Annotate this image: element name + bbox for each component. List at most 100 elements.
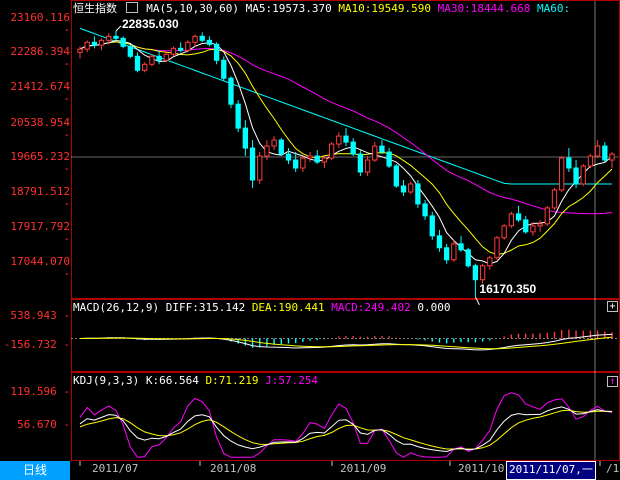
candle-body <box>113 35 119 39</box>
candle-body <box>278 139 284 155</box>
kdj-legend-item: D:71.219 <box>205 374 266 387</box>
macd-dea-line <box>79 336 613 350</box>
candle-body <box>285 153 292 161</box>
kdj-legend-item: KDJ(9,3,3) <box>73 374 146 387</box>
candle-body <box>163 53 169 61</box>
candle-body <box>120 37 126 47</box>
candle-body <box>566 157 572 169</box>
candle-body <box>379 145 385 153</box>
candle-body <box>422 203 428 217</box>
candle-body <box>494 237 500 259</box>
candle-body <box>530 225 536 233</box>
candle-body <box>156 55 162 61</box>
macd-expand-button[interactable]: + <box>607 301 618 312</box>
macd-legend: MACD(26,12,9) DIFF:315.142 DEA:190.441 M… <box>73 301 451 314</box>
macd-legend-item: MACD:249.402 <box>331 301 418 314</box>
candle-body <box>177 47 184 51</box>
candle-body <box>235 103 241 129</box>
candle-body <box>400 185 407 193</box>
candle-body <box>537 223 543 227</box>
candle-body <box>386 151 392 167</box>
candle-body <box>436 235 443 249</box>
candle-body <box>307 155 313 159</box>
y-tick-label: -156.732 - <box>3 338 70 351</box>
candle-body <box>451 243 457 261</box>
y-tick-label: 18791.512 - <box>10 185 70 210</box>
candle-body <box>508 213 515 227</box>
kdj-arrow-button[interactable]: ↑ <box>607 376 618 387</box>
candle-body <box>479 265 486 281</box>
candle-body <box>487 257 493 267</box>
y-tick-label: 19665.232 - <box>10 150 70 175</box>
ma-legend-item: MA30:18444.668 <box>437 2 537 15</box>
candle-body <box>443 247 450 261</box>
candle-body <box>336 135 342 145</box>
y-tick-label: 538.943 - <box>10 309 70 322</box>
candle-body <box>98 39 105 46</box>
candle-body <box>602 145 608 161</box>
candle-body <box>328 143 335 159</box>
kdj-legend-item: J:57.254 <box>265 374 319 387</box>
candle-body <box>264 145 270 157</box>
x-tick-label: 2011/07 <box>92 462 139 475</box>
candle-body <box>408 183 414 193</box>
candle-body <box>127 45 133 57</box>
candle-body <box>415 183 421 205</box>
candle-body <box>213 43 220 61</box>
kdj-d-line <box>79 409 613 450</box>
candle-body <box>199 35 205 41</box>
candle-body <box>523 219 529 233</box>
candle-body <box>429 215 435 237</box>
y-tick-label: 20538.954 - <box>10 116 70 141</box>
candle-body <box>134 55 141 71</box>
high-label: 22835.030 <box>122 17 179 31</box>
x-tick-label: 2011/08 <box>210 462 257 475</box>
candle-body <box>249 147 256 181</box>
candle-body <box>372 145 378 161</box>
candle-body <box>594 145 601 157</box>
candle-body <box>257 155 263 181</box>
y-tick-label: 17044.070 - <box>10 255 70 280</box>
price-legend: 恒生指数 MA(5,10,30,60) MA5:19573.370 MA10:1… <box>73 2 570 15</box>
kdj-legend-item: K:66.564 <box>145 374 206 387</box>
ma30-line <box>79 41 613 215</box>
candle-body <box>228 77 234 105</box>
macd-legend-item: DEA:190.441 <box>251 301 332 314</box>
ma-legend-item: MA5:19573.370 <box>245 2 339 15</box>
candle-body <box>314 155 320 163</box>
ma10-line <box>79 41 613 255</box>
candle-body <box>544 207 550 225</box>
x-tick-label: 2011/09 <box>340 462 387 475</box>
candle-body <box>580 165 586 185</box>
chart-style-icon[interactable] <box>125 2 138 13</box>
candle-body <box>149 55 155 65</box>
daily-period-tab[interactable]: 日线 <box>0 461 70 480</box>
candle-body <box>559 157 565 191</box>
candle-body <box>458 243 464 251</box>
candle-body <box>84 41 90 50</box>
x-tick-label: /11 <box>606 462 620 475</box>
candle-body <box>350 141 356 155</box>
candle-body <box>293 159 299 169</box>
candle-body <box>551 189 558 209</box>
y-tick-label: 22286.394 - <box>10 45 70 70</box>
candle-body <box>357 153 364 173</box>
kdj-k-line <box>79 406 613 453</box>
ma-legend-item: MA60: <box>537 2 571 15</box>
candle-body <box>192 35 198 43</box>
ma-legend-item: MA(5,10,30,60) <box>146 2 246 15</box>
candle-body <box>300 157 306 169</box>
kdj-legend: KDJ(9,3,3) K:66.564 D:71.219 J:57.254 <box>73 374 318 387</box>
macd-legend-item: MACD(26,12,9) <box>73 301 166 314</box>
y-tick-label: 23160.116 - <box>10 11 70 36</box>
index-title: 恒生指数 <box>73 2 117 15</box>
ma-legend-item: MA10:19549.590 <box>338 2 438 15</box>
candle-body <box>142 63 148 71</box>
macd-legend-item: 0.000 <box>417 301 451 314</box>
candle-body <box>609 153 615 161</box>
candle-body <box>77 48 83 53</box>
candle-body <box>206 39 213 45</box>
candle-body <box>221 59 227 79</box>
